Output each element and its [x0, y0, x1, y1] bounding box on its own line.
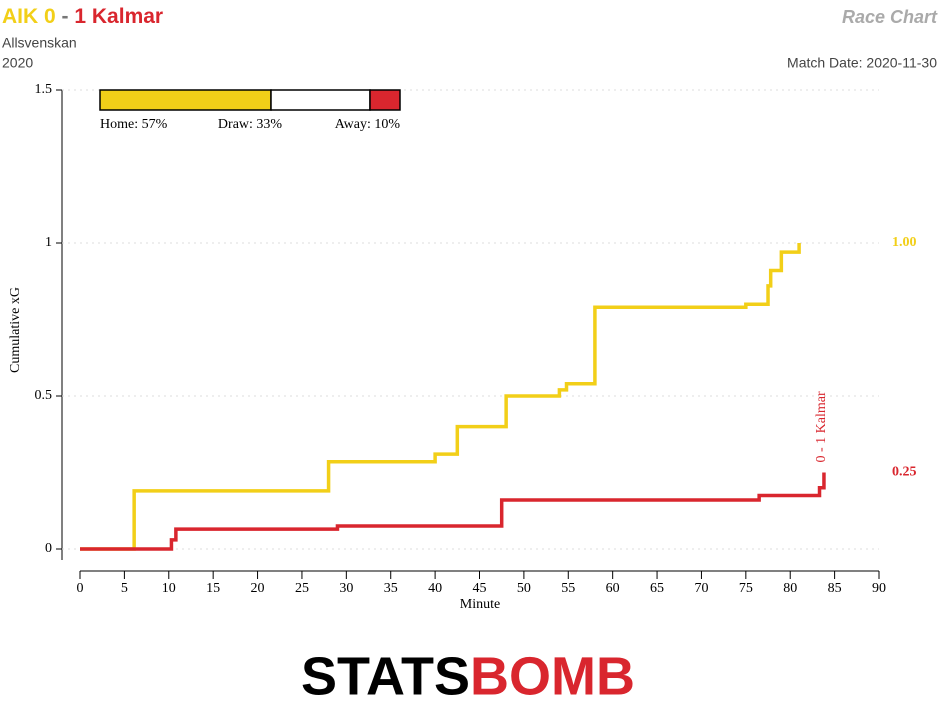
race-line [80, 472, 826, 551]
x-tick-label: 20 [251, 581, 265, 596]
y-tick-label: 1.5 [35, 82, 53, 97]
logo: STATS [301, 646, 470, 706]
y-axis-label: Cumulative xG [8, 287, 23, 373]
title-part: - [62, 5, 69, 28]
y-tick-label: 0 [45, 541, 52, 556]
x-tick-label: 90 [872, 581, 886, 596]
end-label: 0.25 [892, 465, 917, 480]
x-tick-label: 40 [428, 581, 442, 596]
probability-label: Draw: 33% [218, 117, 282, 132]
probability-label: Home: 57% [100, 117, 168, 132]
chart-title: AIK 0 - 1 Kalmar [2, 5, 163, 28]
race-line [80, 243, 801, 551]
x-tick-label: 30 [339, 581, 353, 596]
x-tick-label: 45 [473, 581, 487, 596]
probability-segment [369, 89, 401, 111]
goal-annotation: 0 - 1 Kalmar [814, 391, 829, 462]
probability-label: Away: 10% [335, 117, 401, 132]
subtitle: Allsvenskan [2, 35, 77, 51]
x-tick-label: 55 [561, 581, 575, 596]
x-tick-label: 50 [517, 581, 531, 596]
probability-segment [270, 89, 371, 111]
x-tick-label: 65 [650, 581, 664, 596]
title-part: AIK 0 [2, 5, 56, 28]
title-part: 1 Kalmar [74, 5, 163, 28]
x-tick-label: 0 [77, 581, 84, 596]
y-tick-label: 1 [45, 235, 52, 250]
x-tick-label: 15 [206, 581, 220, 596]
end-label: 1.00 [892, 235, 917, 250]
x-tick-label: 5 [121, 581, 128, 596]
x-tick-label: 80 [783, 581, 797, 596]
x-tick-label: 85 [828, 581, 842, 596]
x-tick-label: 70 [694, 581, 708, 596]
match-date: Match Date: 2020-11-30 [787, 55, 937, 71]
chart-label: Race Chart [842, 7, 938, 27]
x-tick-label: 35 [384, 581, 398, 596]
x-tick-label: 60 [606, 581, 620, 596]
y-tick-label: 0.5 [35, 388, 53, 403]
subtitle: 2020 [2, 55, 33, 71]
logo: BOMB [470, 646, 635, 706]
x-tick-label: 25 [295, 581, 309, 596]
probability-segment [99, 89, 272, 111]
x-axis-label: Minute [460, 597, 500, 612]
x-tick-label: 75 [739, 581, 753, 596]
x-tick-label: 10 [162, 581, 176, 596]
